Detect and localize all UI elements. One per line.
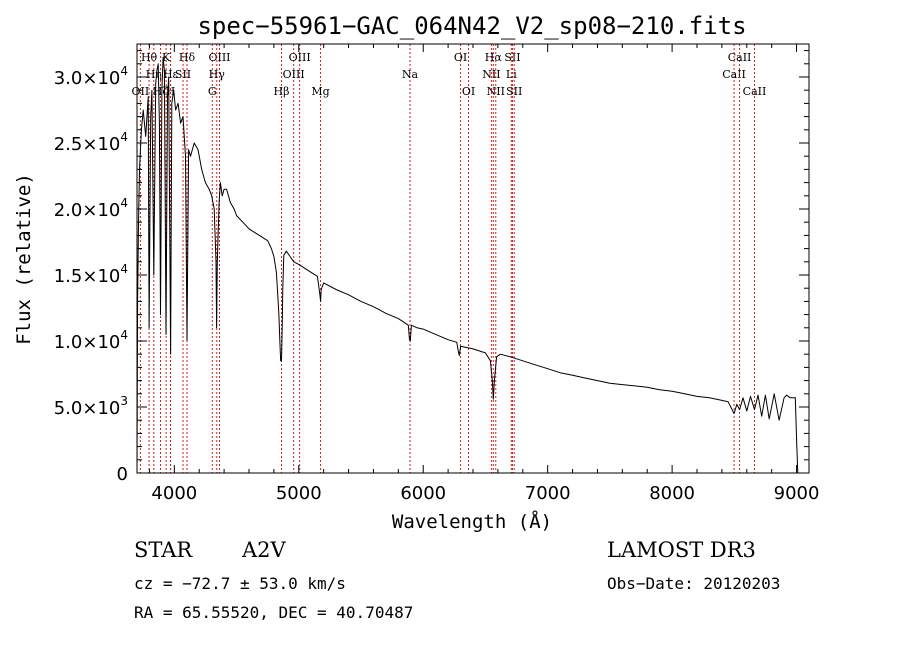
line-marker-label-8: SII [175,68,191,81]
x-tick-label-0: 4000 [151,483,197,504]
y-axis-label: Flux (relative) [13,173,35,345]
y-tick-label-1: 5.0×103 [54,394,128,419]
chart-title: spec−55961−GAC_064N42_V2_sp08−210.fits [197,12,746,40]
line-marker-label-7: Hδ [179,51,196,64]
y-tick-label-5: 2.5×104 [54,130,128,155]
x-tick-label-3: 7000 [525,483,571,504]
line-marker-label-24: SII [506,85,522,98]
line-marker-label-13: OIII [283,68,305,81]
line-marker-label-11: Hγ [209,68,226,81]
line-marker-label-16: Na [402,68,419,81]
line-marker-label-10: OIII [208,51,230,64]
x-axis: 4000 5000 6000 7000 8000 9000 [148,44,820,504]
line-marker-label-23: SII [504,51,520,64]
line-marker-label-22: Li [506,68,517,81]
line-marker-label-5: H [166,85,176,98]
line-marker-label-21: NII [487,85,505,98]
y-tick-label-3: 1.5×104 [54,262,128,287]
x-tick-label-2: 6000 [400,483,446,504]
line-marker-label-25: CaII [722,68,746,81]
x-tick-label-5: 9000 [774,483,820,504]
line-marker-label-20: Hα [485,51,503,64]
line-marker-label-12: Hβ [274,85,290,98]
line-marker-label-27: CaII [743,85,767,98]
line-marker-label-9: G [208,85,217,98]
x-tick-label-4: 8000 [649,483,695,504]
survey-name: LAMOST DR3 [607,538,756,562]
line-marker-label-15: Mg [311,85,329,98]
y-tick-label-2: 1.0×104 [54,328,128,353]
object-class: STAR [134,538,193,562]
line-marker-label-4: K [162,51,171,64]
x-tick-label-1: 5000 [276,483,322,504]
line-marker-label-2: Hη [146,68,162,81]
coordinates: RA = 65.55520, DEC = 40.70487 [134,603,414,622]
y-tick-label-6: 3.0×104 [54,64,128,89]
spectrum-line-group [136,56,799,474]
y-tick-label-4: 2.0×104 [54,196,128,221]
line-marker-label-1: OII [132,85,150,98]
line-marker-label-6: Hε [163,68,179,81]
line-marker-label-0: Hθ [141,51,158,64]
observation-date: Obs−Date: 20120203 [607,574,781,593]
line-marker-label-18: OI [462,85,475,98]
line-marker-label-26: CaII [728,51,752,64]
line-marker-label-19: NII [482,68,500,81]
line-marker-label-14: OIII [289,51,311,64]
line-marker-label-17: OI [454,51,467,64]
x-axis-label: Wavelength (Å) [392,510,552,533]
y-tick-label-0: 0 [117,464,128,485]
spectrum-line [136,56,799,474]
y-axis: 0 5.0×103 1.0×104 1.5×104 2.0×104 2.5×104 3.0×… [54,50,809,485]
spectral-subclass: A2V [242,538,286,562]
plot-frame [136,43,810,474]
spectral-line-markers: HθOIIHηHζKHHεHδSIIGOIIIHγHβOIIIOIIIMgNaO… [132,44,767,473]
redshift-cz: cz = −72.7 ± 53.0 km/s [134,574,346,593]
